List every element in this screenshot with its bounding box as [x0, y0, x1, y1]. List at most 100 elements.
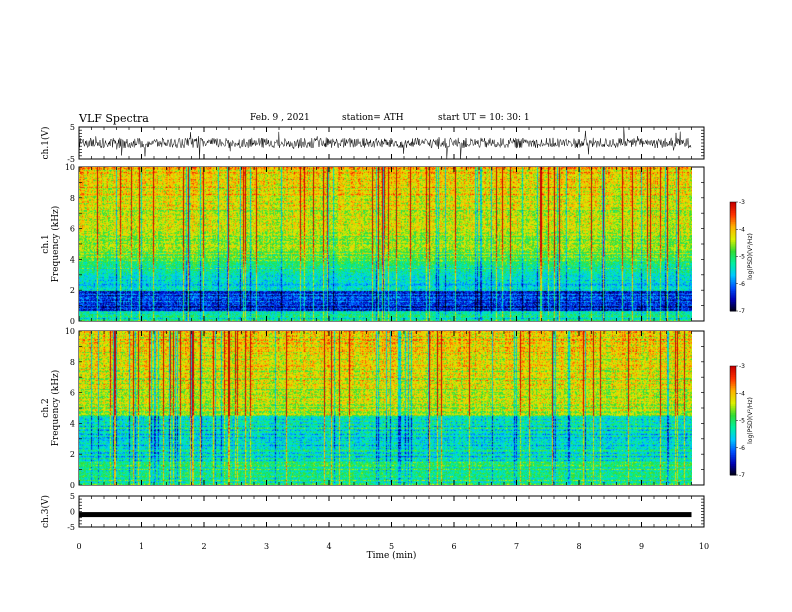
x-tick-label: 5 [389, 542, 394, 551]
colorbar-tick-label: -5 [739, 418, 745, 425]
colorbar-swatch [730, 238, 736, 241]
colorbar-swatch [730, 294, 736, 297]
y-axis-label: ch.3(V) [40, 495, 51, 528]
colorbar-swatch [730, 453, 736, 456]
colorbar-swatch [730, 291, 736, 294]
colorbar-swatch [730, 455, 736, 458]
colorbar-swatch [730, 298, 736, 301]
colorbar-swatch [730, 458, 736, 461]
colorbar-label: log(PSD)(V²/Hz) [747, 397, 754, 444]
colorbar-swatch [730, 369, 736, 372]
colorbar-swatch [730, 225, 736, 228]
colorbar-swatch [730, 402, 736, 405]
colorbar-swatch [730, 366, 736, 369]
x-tick-label: 9 [639, 542, 644, 551]
y-axis-label: ch.1 [41, 234, 51, 253]
colorbar-swatch [730, 427, 736, 431]
y-tick-label: 2 [70, 286, 75, 295]
colorbar-swatch [730, 271, 736, 274]
x-tick-label: 7 [514, 542, 519, 551]
colorbar-swatch [730, 385, 736, 389]
figure-title: VLF Spectra [79, 112, 149, 125]
colorbar-swatch [730, 227, 736, 230]
colorbar-swatch [730, 300, 736, 303]
colorbar-swatch [730, 393, 736, 396]
ch3-waveform-line [79, 512, 692, 518]
colorbar-swatch [730, 391, 736, 394]
y-tick-label: 6 [70, 225, 75, 234]
colorbar-swatch [730, 247, 736, 250]
colorbar-tick-label: -6 [739, 445, 745, 452]
colorbar-swatch [730, 396, 736, 400]
colorbar-swatch [730, 440, 736, 443]
y-tick-label: 2 [70, 450, 75, 459]
colorbar-swatch [730, 211, 736, 214]
colorbar-swatch [730, 256, 736, 259]
colorbar-swatch [730, 438, 736, 441]
colorbar-swatch [730, 272, 736, 276]
colorbar-swatch [730, 415, 736, 418]
colorbar-swatch [730, 260, 736, 263]
y-tick-label: -5 [67, 155, 75, 164]
colorbar-swatch [730, 240, 736, 243]
colorbar-swatch [730, 411, 736, 414]
colorbar-label: log(PSD)(V²/Hz) [747, 233, 754, 280]
colorbar-swatch [730, 289, 736, 292]
colorbar-swatch [730, 467, 736, 471]
station-label: station= ATH [342, 113, 404, 123]
y-tick-label: 5 [70, 123, 75, 132]
spectrogram-ch1 [79, 167, 692, 321]
colorbar-tick-label: -4 [739, 226, 745, 233]
colorbar-swatch [730, 451, 736, 454]
colorbar-swatch [730, 221, 736, 225]
colorbar-swatch [730, 276, 736, 279]
colorbar-swatch [730, 202, 736, 205]
colorbar-swatch [730, 236, 736, 239]
y-tick-label: 8 [70, 358, 75, 367]
colorbar-swatch [730, 292, 736, 296]
colorbar-swatch [730, 400, 736, 403]
colorbar-swatch [730, 307, 736, 310]
x-tick-label: 8 [576, 542, 581, 551]
colorbar-swatch [730, 371, 736, 374]
colorbar-swatch [730, 384, 736, 387]
x-tick-label: 0 [76, 542, 81, 551]
colorbar-swatch [730, 234, 736, 238]
colorbar-swatch [730, 209, 736, 212]
start-time-label: start UT = 10: 30: 1 [438, 113, 530, 123]
colorbar-swatch [730, 471, 736, 474]
y-tick-label: 0 [70, 508, 75, 517]
colorbar-swatch [730, 267, 736, 270]
colorbar-swatch [730, 416, 736, 420]
colorbar-swatch [730, 429, 736, 432]
colorbar-swatch [730, 296, 736, 299]
y-tick-label: 10 [65, 163, 75, 172]
colorbar-swatch [730, 305, 736, 308]
colorbar-swatch [730, 269, 736, 272]
colorbar-swatch [730, 205, 736, 208]
colorbar-swatch [730, 469, 736, 472]
colorbar-swatch [730, 218, 736, 221]
colorbar-swatch [730, 405, 736, 409]
y-axis-label: Frequency (kHz) [50, 206, 61, 283]
colorbar-swatch [730, 220, 736, 223]
colorbar-swatch [730, 207, 736, 210]
colorbar-swatch [730, 447, 736, 451]
colorbar-swatch [730, 281, 736, 285]
colorbar-swatch [730, 433, 736, 436]
y-tick-label: 0 [70, 317, 75, 326]
colorbar-swatch [730, 274, 736, 277]
x-tick-label: 1 [139, 542, 144, 551]
colorbar-swatch [730, 376, 736, 380]
colorbar-swatch [730, 265, 736, 268]
colorbar-tick-label: -3 [739, 199, 745, 206]
colorbar-swatch [730, 395, 736, 398]
colorbar-swatch [730, 473, 736, 476]
y-tick-label: 5 [70, 492, 75, 501]
colorbar-swatch [730, 261, 736, 265]
y-tick-label: 4 [70, 419, 75, 428]
colorbar-swatch [730, 389, 736, 392]
colorbar-swatch [730, 278, 736, 281]
x-tick-label: 6 [451, 542, 456, 551]
